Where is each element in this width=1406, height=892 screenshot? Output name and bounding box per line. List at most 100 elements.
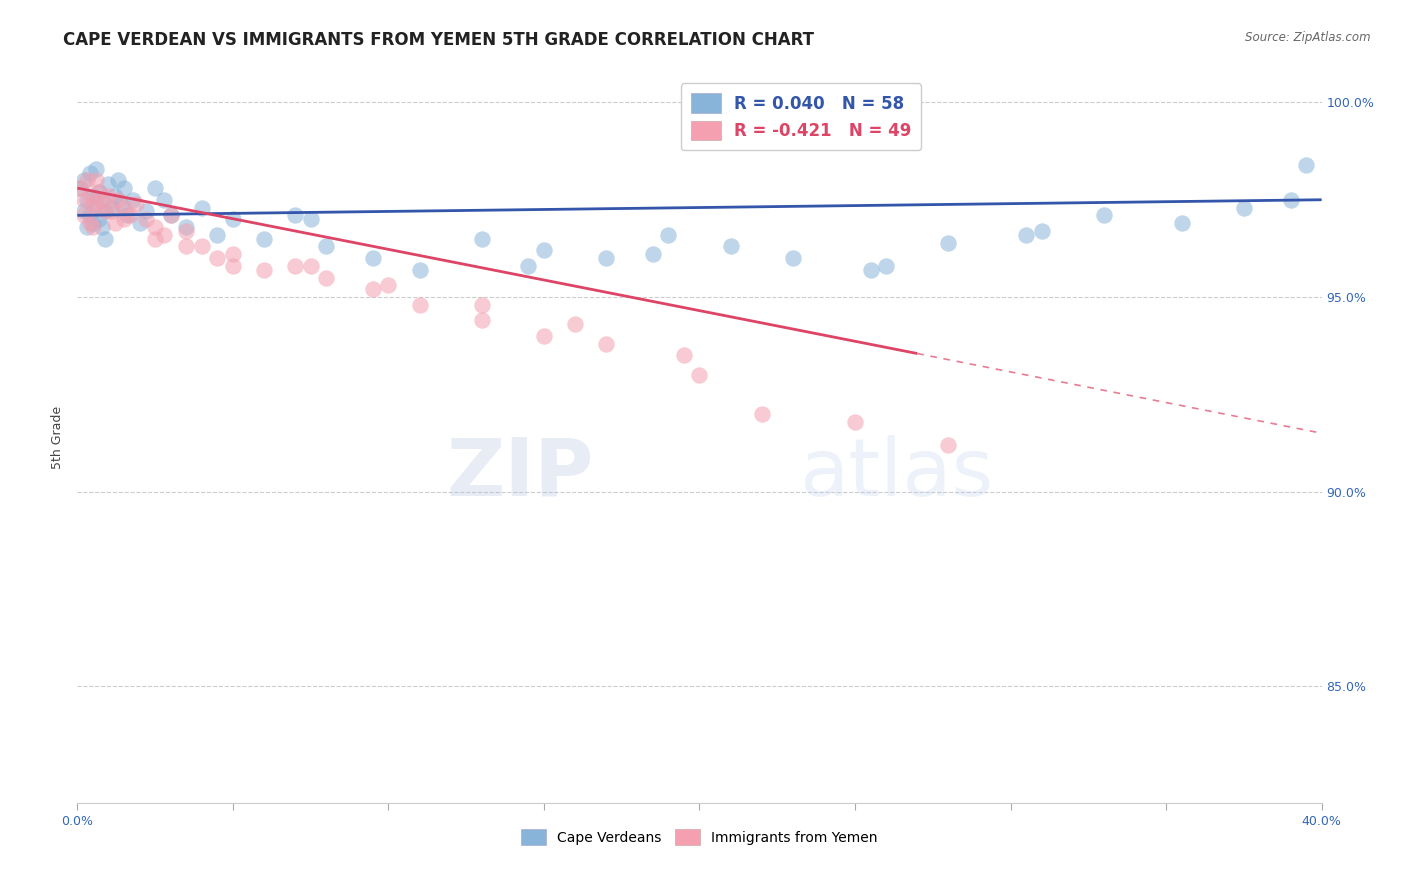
Point — [143, 232, 166, 246]
Point — [222, 212, 245, 227]
Point — [844, 415, 866, 429]
Point — [1031, 224, 1053, 238]
Point — [72, 208, 94, 222]
Point — [122, 193, 145, 207]
Point — [672, 348, 695, 362]
Point — [91, 193, 114, 207]
Point — [720, 239, 742, 253]
Point — [72, 204, 94, 219]
Point — [595, 251, 617, 265]
Point — [82, 219, 104, 234]
Point — [408, 298, 430, 312]
Point — [91, 193, 114, 207]
Text: ZIP: ZIP — [447, 434, 593, 513]
Point — [87, 185, 110, 199]
Point — [94, 232, 117, 246]
Point — [1295, 158, 1317, 172]
Text: Source: ZipAtlas.com: Source: ZipAtlas.com — [1246, 31, 1371, 45]
Y-axis label: 5th Grade: 5th Grade — [51, 406, 65, 468]
Point — [79, 208, 101, 222]
Point — [115, 208, 138, 222]
Point — [207, 251, 229, 265]
Point — [174, 224, 197, 238]
Point — [689, 368, 711, 382]
Point — [72, 173, 94, 187]
Point — [1233, 201, 1256, 215]
Point — [87, 212, 110, 227]
Point — [471, 232, 494, 246]
Point — [859, 262, 882, 277]
Point — [76, 219, 98, 234]
Point — [112, 181, 135, 195]
Point — [97, 177, 120, 191]
Point — [174, 219, 197, 234]
Point — [190, 201, 214, 215]
Point — [657, 227, 679, 242]
Point — [120, 208, 142, 222]
Point — [112, 201, 135, 215]
Point — [1092, 208, 1115, 222]
Point — [143, 219, 166, 234]
Point — [284, 259, 307, 273]
Point — [79, 189, 101, 203]
Point — [222, 259, 245, 273]
Point — [79, 165, 101, 179]
Point — [82, 189, 104, 203]
Point — [82, 196, 104, 211]
Point — [125, 196, 148, 211]
Point — [253, 232, 276, 246]
Point — [76, 193, 98, 207]
Point — [595, 336, 617, 351]
Point — [94, 204, 117, 219]
Point — [751, 407, 773, 421]
Point — [782, 251, 804, 265]
Point — [135, 212, 157, 227]
Point — [128, 216, 150, 230]
Point — [315, 239, 337, 253]
Point — [533, 244, 555, 258]
Point — [72, 193, 94, 207]
Point — [69, 181, 91, 195]
Point — [299, 212, 322, 227]
Point — [97, 189, 120, 203]
Point — [69, 181, 91, 195]
Point — [94, 204, 117, 219]
Point — [153, 193, 176, 207]
Point — [253, 262, 276, 277]
Point — [190, 239, 214, 253]
Point — [936, 235, 959, 250]
Point — [159, 208, 181, 222]
Point — [408, 262, 430, 277]
Point — [84, 161, 107, 176]
Point — [135, 204, 157, 219]
Point — [159, 208, 181, 222]
Point — [1170, 216, 1192, 230]
Point — [361, 251, 384, 265]
Point — [641, 247, 664, 261]
Point — [471, 313, 494, 327]
Point — [104, 216, 127, 230]
Point — [104, 189, 127, 203]
Point — [100, 204, 122, 219]
Point — [361, 282, 384, 296]
Point — [564, 318, 586, 332]
Legend: Cape Verdeans, Immigrants from Yemen: Cape Verdeans, Immigrants from Yemen — [516, 823, 883, 851]
Text: atlas: atlas — [799, 434, 994, 513]
Point — [82, 216, 104, 230]
Point — [76, 173, 98, 187]
Point — [875, 259, 897, 273]
Point — [107, 193, 129, 207]
Point — [84, 173, 107, 187]
Text: CAPE VERDEAN VS IMMIGRANTS FROM YEMEN 5TH GRADE CORRELATION CHART: CAPE VERDEAN VS IMMIGRANTS FROM YEMEN 5T… — [63, 31, 814, 49]
Point — [936, 438, 959, 452]
Point — [84, 196, 107, 211]
Point — [91, 219, 114, 234]
Point — [107, 173, 129, 187]
Point — [79, 216, 101, 230]
Point — [377, 278, 399, 293]
Point — [84, 201, 107, 215]
Point — [222, 247, 245, 261]
Point — [315, 270, 337, 285]
Point — [207, 227, 229, 242]
Point — [174, 239, 197, 253]
